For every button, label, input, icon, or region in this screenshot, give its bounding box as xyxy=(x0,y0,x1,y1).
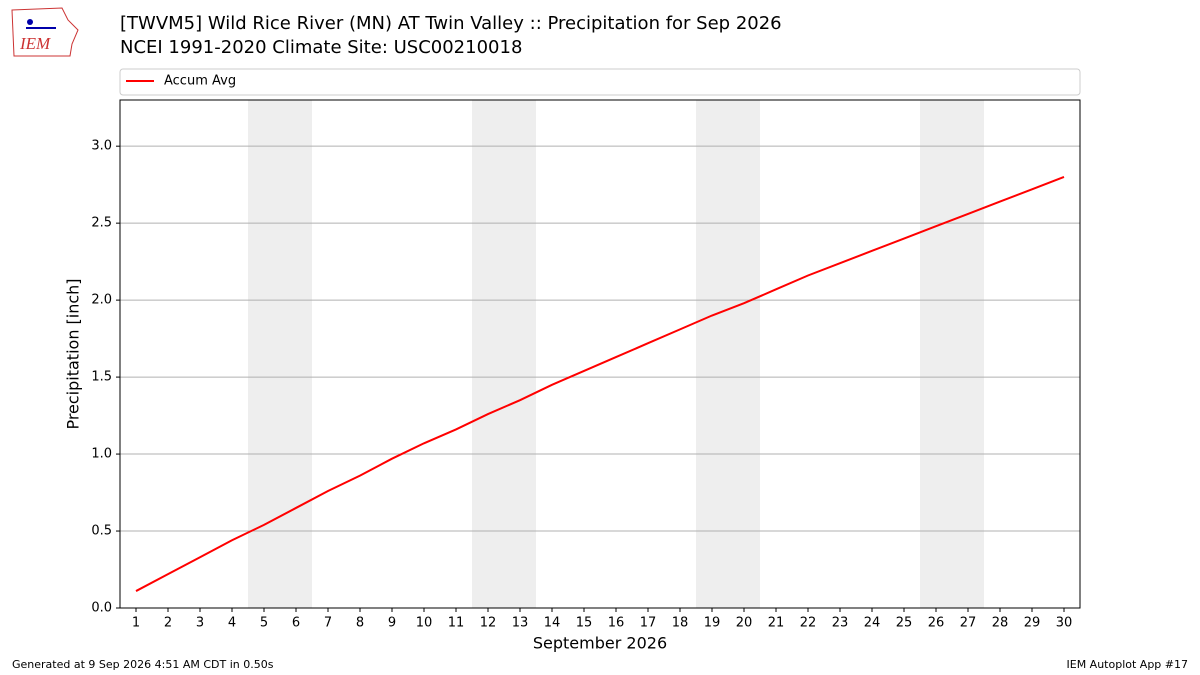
x-tick-label: 1 xyxy=(132,616,140,631)
x-tick-label: 6 xyxy=(292,616,300,631)
x-tick-label: 20 xyxy=(736,616,753,631)
weekend-shade xyxy=(696,100,760,608)
y-tick-label: 3.0 xyxy=(91,139,112,154)
x-tick-label: 23 xyxy=(832,616,849,631)
legend-box xyxy=(119,68,1081,96)
x-tick-label: 12 xyxy=(480,616,497,631)
x-tick-label: 13 xyxy=(512,616,529,631)
chart-title: [TWVM5] Wild Rice River (MN) AT Twin Val… xyxy=(120,13,782,34)
x-tick-label: 30 xyxy=(1056,616,1073,631)
y-tick-label: 1.5 xyxy=(91,370,112,385)
y-tick-label: 2.0 xyxy=(91,293,112,308)
x-tick-label: 22 xyxy=(800,616,817,631)
x-tick-label: 27 xyxy=(960,616,977,631)
x-tick-label: 24 xyxy=(864,616,881,631)
weekend-shade xyxy=(920,100,984,608)
x-tick-label: 28 xyxy=(992,616,1009,631)
x-tick-label: 8 xyxy=(356,616,364,631)
x-tick-label: 16 xyxy=(608,616,625,631)
weekend-shade xyxy=(248,100,312,608)
x-tick-label: 3 xyxy=(196,616,204,631)
y-tick-label: 0.5 xyxy=(91,524,112,539)
x-tick-label: 26 xyxy=(928,616,945,631)
x-tick-label: 5 xyxy=(260,616,268,631)
x-tick-label: 29 xyxy=(1024,616,1041,631)
y-tick-label: 0.0 xyxy=(91,601,112,616)
x-tick-label: 25 xyxy=(896,616,913,631)
x-tick-label: 2 xyxy=(164,616,172,631)
footer-left: Generated at 9 Sep 2026 4:51 AM CDT in 0… xyxy=(12,658,274,671)
x-tick-label: 9 xyxy=(388,616,396,631)
x-tick-label: 4 xyxy=(228,616,236,631)
x-tick-label: 11 xyxy=(448,616,465,631)
x-axis-label: September 2026 xyxy=(533,634,667,653)
y-tick-label: 2.5 xyxy=(91,216,112,231)
x-tick-label: 18 xyxy=(672,616,689,631)
x-tick-label: 17 xyxy=(640,616,657,631)
y-tick-label: 1.0 xyxy=(91,447,112,462)
logo-text: IEM xyxy=(19,34,51,53)
x-tick-label: 15 xyxy=(576,616,593,631)
x-tick-label: 14 xyxy=(544,616,561,631)
logo: IEM xyxy=(11,7,79,57)
x-tick-label: 21 xyxy=(768,616,785,631)
x-tick-label: 10 xyxy=(416,616,433,631)
x-tick-label: 19 xyxy=(704,616,721,631)
weekend-shade xyxy=(472,100,536,608)
legend-label: Accum Avg xyxy=(164,74,236,89)
series-line xyxy=(135,176,1065,592)
footer-right: IEM Autoplot App #17 xyxy=(1067,658,1189,671)
x-tick-label: 7 xyxy=(324,616,332,631)
logo-dot xyxy=(27,19,33,25)
plot-frame xyxy=(119,99,1081,609)
y-axis-label: Precipitation [inch] xyxy=(64,278,83,429)
chart-subtitle: NCEI 1991-2020 Climate Site: USC00210018 xyxy=(120,37,522,58)
